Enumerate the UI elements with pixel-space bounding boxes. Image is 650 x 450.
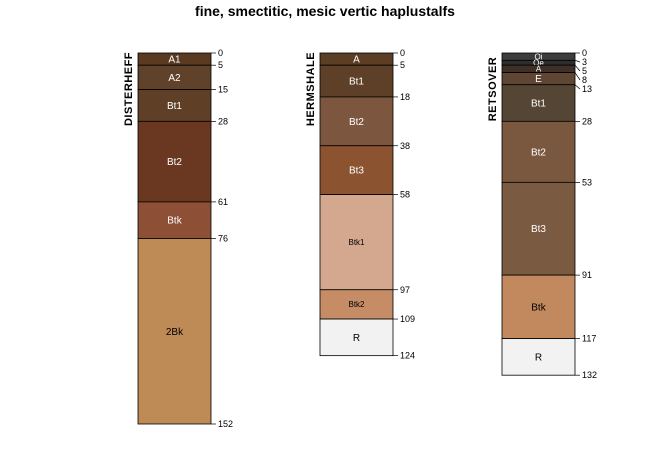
depth-label: 28 (582, 116, 592, 126)
profile-hermshale: HERMSHALE A Bt1 Bt2 Bt3 Btk1 Btk2 R 0 5 18 38 58 97 10… (305, 48, 415, 361)
profile-name: RETSOVER (487, 57, 499, 122)
depth-label: 5 (582, 66, 587, 76)
depth-label: 18 (400, 92, 410, 102)
horizon-bt1 (501, 84, 576, 122)
profile-name: HERMSHALE (305, 52, 317, 126)
profile-disterheff: DISTERHEFF A1 A2 Bt1 Bt2 Btk 2Bk 0 5 15 28 61 76 152 (123, 48, 233, 429)
horizon-label: Btk (167, 216, 182, 227)
depth-label: 76 (218, 234, 228, 244)
depth-label: 0 (400, 48, 405, 58)
horizon-btk1 (319, 194, 394, 291)
horizon-label: Oi (535, 52, 543, 61)
horizon-label: Btk (531, 302, 546, 313)
profiles-layer: DISTERHEFF A1 A2 Bt1 Bt2 Btk 2Bk 0 5 15 28 61 76 152 H… (123, 48, 597, 429)
horizon-bt2 (137, 120, 212, 203)
profile-name: DISTERHEFF (123, 52, 135, 126)
depth-label: 5 (400, 60, 405, 70)
horizon-bt2 (501, 120, 576, 183)
depth-tick (574, 59, 581, 63)
depth-label: 8 (582, 75, 587, 85)
horizon-label: Bt1 (349, 77, 364, 88)
horizon-bt2 (319, 96, 394, 147)
depth-label: 28 (218, 116, 228, 126)
horizon-a2 (137, 64, 212, 91)
horizon-bt1 (137, 89, 212, 122)
depth-tick (574, 72, 581, 81)
depth-label: 109 (400, 314, 415, 324)
horizon-2bk (137, 238, 212, 425)
horizon-r (501, 338, 576, 376)
horizon-label: Bt3 (349, 166, 364, 177)
depth-label: 53 (582, 177, 592, 187)
horizon-label: Bt2 (167, 157, 182, 168)
depth-tick (574, 64, 581, 72)
horizon-label: R (535, 352, 542, 363)
depth-label: 91 (582, 270, 592, 280)
horizon-label: Bt1 (531, 99, 546, 110)
depth-label: 61 (218, 197, 228, 207)
horizon-label: Btk1 (348, 238, 365, 247)
depth-label: 13 (582, 84, 592, 94)
depth-label: 5 (218, 60, 223, 70)
depth-label: 124 (400, 351, 415, 361)
horizon-label: R (353, 333, 360, 344)
depth-label: 0 (218, 48, 223, 58)
horizon-label: Bt2 (349, 117, 364, 128)
depth-tick (574, 84, 581, 90)
depth-label: 117 (582, 334, 596, 344)
depth-label: 97 (400, 285, 410, 295)
depth-label: 0 (582, 48, 587, 58)
horizon-r (319, 318, 394, 357)
horizon-label: Oe (533, 59, 544, 68)
horizon-bt3 (319, 145, 394, 195)
figure-title: fine, smectitic, mesic vertic haplustalf… (195, 3, 455, 19)
horizon-label: Bt3 (531, 224, 546, 235)
depth-label: 3 (582, 57, 587, 67)
horizon-label: Bt1 (167, 101, 182, 112)
depth-label: 152 (218, 419, 233, 429)
depth-label: 132 (582, 370, 597, 380)
horizon-label: Btk2 (348, 300, 365, 309)
horizon-label: Bt2 (531, 147, 546, 158)
depth-label: 38 (400, 141, 410, 151)
horizon-bt3 (501, 181, 576, 276)
horizon-label: A1 (168, 55, 181, 66)
horizon-label: 2Bk (166, 327, 184, 338)
horizon-label: A (353, 55, 360, 66)
depth-label: 15 (218, 85, 228, 95)
horizon-label: A2 (168, 73, 181, 84)
depth-label: 58 (400, 190, 410, 200)
horizon-label: E (535, 74, 542, 85)
horizon-label: A (536, 65, 542, 74)
